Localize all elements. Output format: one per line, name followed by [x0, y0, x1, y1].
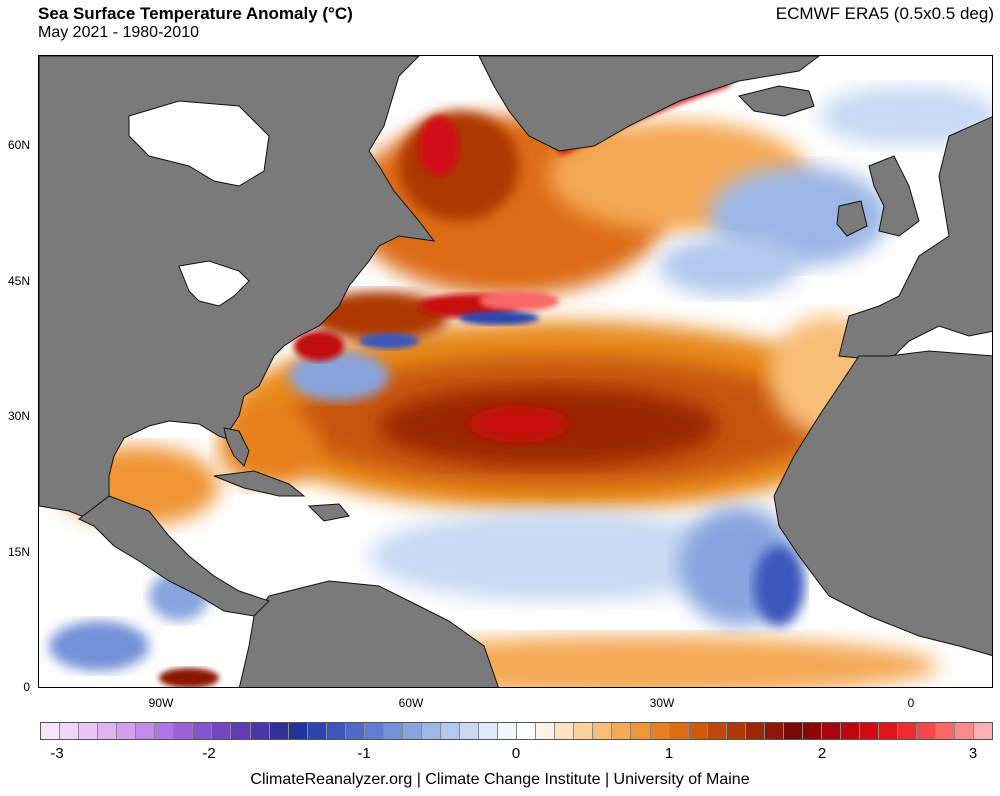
iceland-land	[738, 85, 815, 117]
south-america-land	[238, 580, 499, 687]
colorbar-cell	[288, 723, 308, 739]
colorbar	[40, 722, 993, 740]
colorbar-cell	[79, 723, 99, 739]
greenland-land	[478, 56, 820, 152]
lon-tick-60w: 60W	[398, 696, 424, 710]
lat-tick-60n: 60N	[7, 138, 30, 152]
credits-footer: ClimateReanalyzer.org | Climate Change I…	[250, 771, 750, 788]
colorbar-cell	[631, 723, 651, 739]
colorbar-cell	[936, 723, 956, 739]
colorbar-cell	[726, 723, 746, 739]
cuba-land	[213, 470, 306, 497]
colorbar-cell	[879, 723, 899, 739]
colorbar-cell	[269, 723, 289, 739]
colorbar-cell	[745, 723, 765, 739]
lat-tick-45n: 45N	[7, 274, 30, 288]
lon-tick-30w: 30W	[649, 696, 675, 710]
colorbar-cell	[860, 723, 880, 739]
colorbar-cell	[212, 723, 232, 739]
colorbar-cell	[364, 723, 384, 739]
europe-land	[838, 116, 992, 362]
colorbar-cell	[250, 723, 270, 739]
colorbar-tick-minus2: -2	[202, 745, 216, 762]
colorbar-cell	[688, 723, 708, 739]
africa-land	[773, 350, 992, 656]
colorbar-cell	[383, 723, 403, 739]
great-lakes	[178, 260, 250, 307]
colorbar-cell	[669, 723, 689, 739]
colorbar-cell	[117, 723, 137, 739]
colorbar-cell	[231, 723, 251, 739]
colorbar-cell	[783, 723, 803, 739]
colorbar-cell	[460, 723, 480, 739]
lon-tick-0: 0	[907, 696, 915, 710]
lat-tick-15n: 15N	[7, 545, 30, 559]
florida-land	[223, 427, 250, 467]
colorbar-cell	[193, 723, 213, 739]
colorbar-cell	[536, 723, 556, 739]
colorbar-tick-minus3: -3	[50, 745, 64, 762]
colorbar-cell	[821, 723, 841, 739]
colorbar-tick-2: 2	[817, 745, 827, 762]
dataset-label: ECMWF ERA5 (0.5x0.5 deg)	[775, 4, 994, 23]
hispaniola-land	[307, 503, 350, 522]
colorbar-cell	[707, 723, 727, 739]
colorbar-cell	[612, 723, 632, 739]
colorbar-cell	[136, 723, 156, 739]
colorbar-cell	[574, 723, 594, 739]
ireland-land	[836, 200, 868, 237]
colorbar-tick-1: 1	[664, 745, 674, 762]
colorbar-cell	[498, 723, 518, 739]
colorbar-cell	[974, 723, 993, 739]
colorbar-tick-3: 3	[968, 745, 978, 762]
lat-tick-0: 0	[23, 680, 30, 694]
land-masses	[39, 56, 992, 687]
british-isles-land	[868, 155, 920, 237]
colorbar-cell	[440, 723, 461, 739]
colorbar-cell	[345, 723, 365, 739]
colorbar-cell	[555, 723, 575, 739]
colorbar-tick-minus1: -1	[357, 745, 371, 762]
colorbar-cell	[517, 723, 537, 739]
colorbar-cell	[41, 723, 61, 739]
map-subtitle: May 2021 - 1980-2010	[38, 24, 199, 41]
colorbar-cell	[955, 723, 975, 739]
lat-tick-30n: 30N	[7, 409, 30, 423]
colorbar-cell	[326, 723, 346, 739]
colorbar-cell	[60, 723, 80, 739]
colorbar-cell	[917, 723, 937, 739]
colorbar-cell	[650, 723, 670, 739]
map-canvas	[39, 56, 992, 687]
sst-anomaly-map	[38, 55, 993, 688]
colorbar-cell	[174, 723, 194, 739]
colorbar-cell	[98, 723, 118, 739]
colorbar-cell	[898, 723, 918, 739]
colorbar-cell	[155, 723, 175, 739]
colorbar-cell	[764, 723, 784, 739]
map-title: Sea Surface Temperature Anomaly (°C)	[38, 4, 353, 23]
colorbar-cell	[593, 723, 613, 739]
colorbar-tick-0: 0	[511, 745, 521, 762]
colorbar-cell	[402, 723, 422, 739]
lon-tick-90w: 90W	[148, 696, 174, 710]
colorbar-cell	[307, 723, 327, 739]
colorbar-cell	[421, 723, 441, 739]
colorbar-cell	[802, 723, 822, 739]
colorbar-cell	[840, 723, 861, 739]
colorbar-cell	[479, 723, 499, 739]
hudson-bay	[128, 100, 270, 187]
central-america-land	[78, 495, 270, 617]
